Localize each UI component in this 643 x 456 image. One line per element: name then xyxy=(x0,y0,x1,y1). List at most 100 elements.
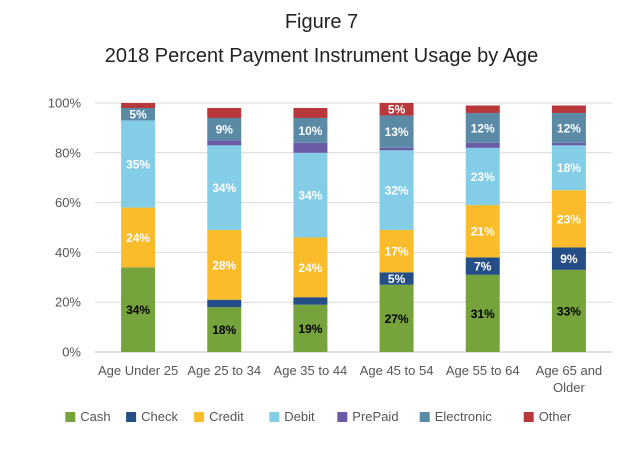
data-label: 28% xyxy=(212,258,236,272)
bar-segment-cash xyxy=(465,274,500,352)
bar-segment-credit xyxy=(465,205,500,258)
y-tick-label: 40% xyxy=(55,245,81,260)
data-label: 5% xyxy=(129,108,147,122)
legend-swatch-cash xyxy=(65,412,76,422)
data-labels: 34% 24% 35% 5% 18% 28% 34% 9% 19% 24% 34% 10% 27% 5% 1… xyxy=(126,103,581,337)
bar-segment-prepaid xyxy=(465,142,500,148)
bar-segment-cash xyxy=(121,267,156,352)
bar-segment-electronic xyxy=(379,115,414,148)
data-label: 10% xyxy=(298,124,322,138)
data-label: 5% xyxy=(388,103,406,117)
y-tick-label: 60% xyxy=(55,195,81,210)
bar-segment-other xyxy=(207,107,242,118)
legend-swatch-other xyxy=(523,412,534,422)
data-label: 24% xyxy=(126,231,150,245)
data-label: 31% xyxy=(471,307,495,321)
data-label: 27% xyxy=(385,312,409,326)
bar-segment-debit xyxy=(207,145,242,230)
legend-swatch-check xyxy=(126,412,137,422)
data-label: 5% xyxy=(388,272,406,286)
bar-segment-credit xyxy=(293,237,328,298)
bar-segment-credit xyxy=(379,229,414,273)
bar-segment-check xyxy=(293,297,328,305)
data-label: 19% xyxy=(298,322,322,336)
data-label: 24% xyxy=(298,261,322,275)
bar-segment-prepaid xyxy=(551,142,586,146)
legend-label-check: Check xyxy=(141,409,178,424)
legend-label-cash: Cash xyxy=(80,409,110,424)
figure-label: Figure 7 xyxy=(285,11,358,33)
bar-segment-cash xyxy=(551,269,586,352)
data-label: 9% xyxy=(560,252,578,266)
bar-segment-credit xyxy=(551,190,586,248)
x-category-label: Age 55 to 64 xyxy=(446,363,520,378)
legend-label-electronic: Electronic xyxy=(435,409,493,424)
legend-swatch-debit xyxy=(269,412,280,422)
bar-segment-check xyxy=(379,272,414,285)
legend-label-prepaid: PrePaid xyxy=(352,409,398,424)
bar-segment-other xyxy=(293,107,328,118)
bar-segment-cash xyxy=(293,304,328,352)
bar-segment-prepaid xyxy=(379,147,414,151)
data-label: 34% xyxy=(126,303,150,317)
x-axis-categories: Age Under 25 Age 25 to 34 Age 35 to 44 Age … xyxy=(98,363,602,395)
data-label: 12% xyxy=(557,121,581,135)
legend-swatch-credit xyxy=(194,412,205,422)
bar-segment-debit xyxy=(465,147,500,206)
x-category-label: Age 45 to 54 xyxy=(360,363,434,378)
bar-segment-electronic xyxy=(293,117,328,143)
bar-segment-debit xyxy=(121,120,156,208)
legend-label-other: Other xyxy=(539,409,572,424)
data-label: 23% xyxy=(557,212,581,226)
data-label: 12% xyxy=(471,121,495,135)
data-label: 9% xyxy=(216,123,234,137)
data-label: 21% xyxy=(471,225,495,239)
bar-segment-electronic xyxy=(121,107,156,121)
y-tick-label: 80% xyxy=(55,145,81,160)
data-label: 17% xyxy=(385,245,409,259)
gridlines xyxy=(95,102,612,353)
bar-segment-electronic xyxy=(465,112,500,143)
legend-swatch-electronic xyxy=(419,412,430,422)
bar-segment-other xyxy=(551,105,586,113)
x-category-label: Age 25 to 34 xyxy=(187,363,261,378)
bar-segment-other xyxy=(121,103,156,108)
bar-segment-other xyxy=(379,103,414,116)
bars xyxy=(121,103,586,352)
y-tick-label: 100% xyxy=(48,96,82,111)
data-label: 33% xyxy=(557,304,581,318)
legend-swatch-prepaid xyxy=(337,412,348,422)
y-axis-ticks: 0% 20% 40% 60% 80% 100% xyxy=(48,96,82,360)
data-label: 23% xyxy=(471,170,495,184)
bar-segment-prepaid xyxy=(207,140,242,146)
x-category-label: Age Under 25 xyxy=(98,363,178,378)
data-label: 18% xyxy=(557,161,581,175)
data-label: 13% xyxy=(385,125,409,139)
x-category-label: Age 35 to 44 xyxy=(274,363,348,378)
data-label: 32% xyxy=(385,184,409,198)
bar-segment-prepaid xyxy=(293,142,328,153)
y-tick-label: 0% xyxy=(62,345,81,360)
bar-segment-check xyxy=(551,247,586,270)
data-label: 7% xyxy=(474,260,492,274)
bar-segment-credit xyxy=(121,207,156,268)
legend-label-debit: Debit xyxy=(284,409,315,424)
bar-segment-debit xyxy=(379,150,414,230)
bar-segment-cash xyxy=(379,284,414,352)
legend-label-credit: Credit xyxy=(209,409,244,424)
chart-title: 2018 Percent Payment Instrument Usage by… xyxy=(105,45,539,67)
y-tick-label: 20% xyxy=(55,295,81,310)
x-category-label: Age 65 and xyxy=(536,363,603,378)
bar-segment-credit xyxy=(207,229,242,300)
data-label: 34% xyxy=(298,189,322,203)
data-label: 34% xyxy=(212,181,236,195)
bar-segment-debit xyxy=(551,145,586,191)
bar-segment-check xyxy=(465,257,500,275)
data-label: 18% xyxy=(212,323,236,337)
bar-segment-check xyxy=(207,299,242,308)
bar-segment-electronic xyxy=(207,117,242,141)
bar-segment-other xyxy=(465,105,500,113)
data-label: 35% xyxy=(126,158,150,172)
bar-segment-debit xyxy=(293,152,328,238)
